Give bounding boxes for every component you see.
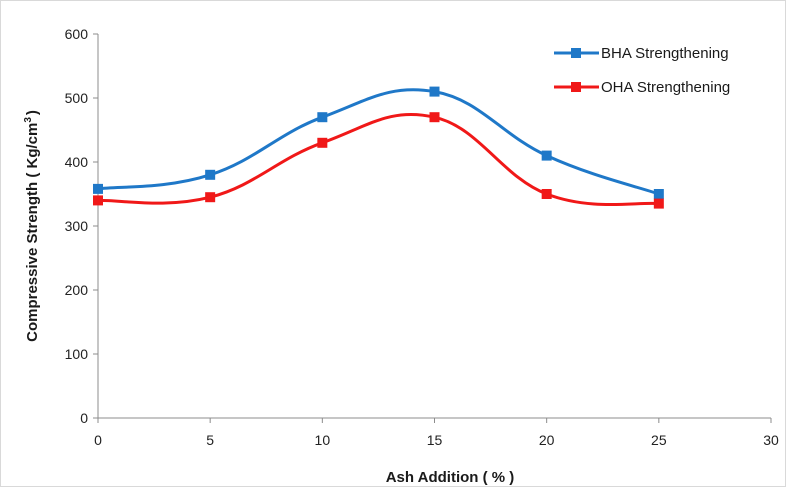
legend-item-oha-strengthening: OHA Strengthening [554, 79, 730, 96]
y-tick-label: 200 [65, 282, 89, 298]
y-axis-title: Compressive Strength ( Kg/cm3) [23, 110, 41, 342]
y-tick-label: 400 [65, 154, 89, 170]
y-tick-label: 600 [65, 26, 89, 42]
data-point-oha-strengthening [541, 189, 552, 199]
series-line-bha-strengthening [97, 88, 660, 196]
y-axis-ticks: 0 100 200 300 400 500 600 [65, 26, 98, 426]
series-layer [93, 86, 664, 209]
x-tick-label: 15 [427, 432, 443, 448]
legend: BHA Strengthening OHA Strengthening [554, 45, 730, 96]
legend-swatch-marker [571, 48, 581, 58]
y-tick-label: 500 [65, 90, 89, 106]
legend-label: BHA Strengthening [601, 45, 729, 62]
data-point-bha-strengthening [429, 86, 440, 97]
series-bha-strengthening [93, 86, 664, 199]
legend-label: OHA Strengthening [601, 79, 730, 96]
y-tick-label: 300 [65, 218, 89, 234]
x-tick-label: 25 [651, 432, 667, 448]
data-point-oha-strengthening [93, 195, 103, 206]
data-point-bha-strengthening [541, 150, 552, 161]
x-tick-label: 10 [315, 432, 331, 448]
x-tick-label: 30 [763, 432, 779, 448]
x-axis-title: Ash Addition ( % ) [386, 469, 515, 486]
y-tick-label: 100 [65, 346, 89, 362]
y-tick-label: 0 [80, 410, 88, 426]
data-point-oha-strengthening [653, 198, 664, 209]
series-oha-strengthening [93, 112, 664, 209]
data-point-bha-strengthening [653, 189, 664, 199]
data-point-bha-strengthening [205, 169, 216, 180]
x-tick-label: 20 [539, 432, 555, 448]
legend-swatch-marker [571, 82, 581, 92]
data-point-bha-strengthening [93, 183, 103, 194]
series-line-oha-strengthening [97, 112, 659, 207]
legend-item-bha-strengthening: BHA Strengthening [554, 45, 729, 62]
data-point-oha-strengthening [205, 192, 216, 203]
x-tick-label: 5 [206, 432, 214, 448]
data-point-oha-strengthening [317, 137, 328, 148]
x-tick-label: 0 [94, 432, 102, 448]
x-axis-ticks: 0 5 10 15 20 25 30 [94, 418, 779, 448]
data-point-oha-strengthening [429, 112, 440, 123]
data-point-bha-strengthening [317, 112, 328, 123]
